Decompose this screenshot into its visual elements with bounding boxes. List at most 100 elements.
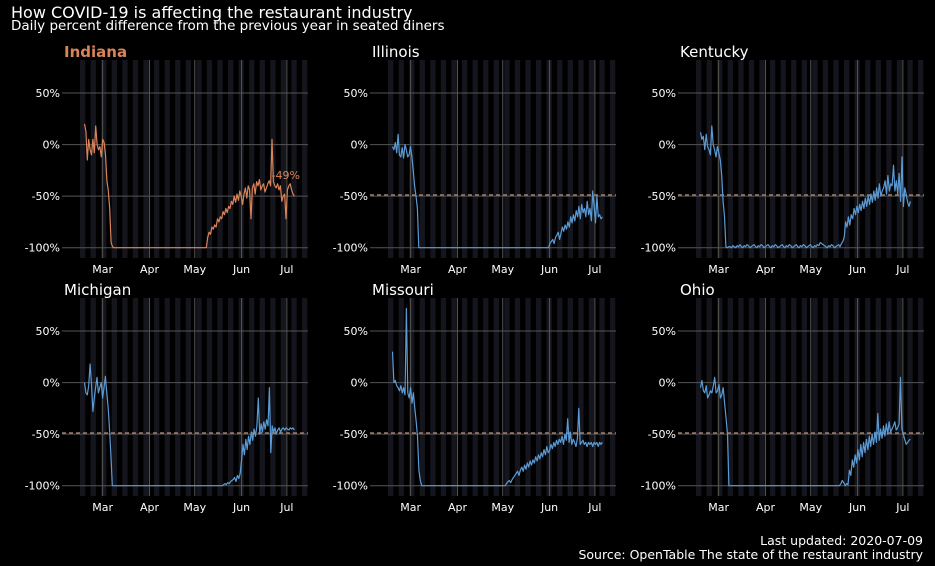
x-tick-label: Jun xyxy=(848,501,866,514)
weekend-band xyxy=(770,298,776,496)
weekend-band xyxy=(270,298,276,496)
weekend-band xyxy=(812,298,818,496)
series-line-indiana xyxy=(83,123,295,249)
x-tick-label: Mar xyxy=(400,501,421,514)
weekend-band xyxy=(206,298,213,496)
y-tick-label: -100% xyxy=(25,480,60,493)
weekend-band xyxy=(865,60,871,258)
weekend-band xyxy=(398,298,404,496)
x-tick-label: May xyxy=(491,501,514,514)
y-tick-label: -100% xyxy=(641,480,676,493)
x-tick-label: Jun xyxy=(540,263,558,276)
weekend-band xyxy=(291,60,297,258)
weekend-band xyxy=(791,60,797,258)
weekend-band xyxy=(557,298,563,496)
weekend-band xyxy=(440,60,447,258)
weekend-band xyxy=(588,298,595,496)
series-line-missouri xyxy=(391,307,603,487)
weekend-band xyxy=(217,298,223,496)
weekend-band xyxy=(780,298,786,496)
x-tick-label: Apr xyxy=(448,501,468,514)
weekend-band xyxy=(578,60,584,258)
y-tick-label: 0% xyxy=(43,139,60,152)
y-tick-label: 50% xyxy=(652,87,676,100)
weekend-band xyxy=(886,60,892,258)
weekend-band xyxy=(822,298,829,496)
y-tick-label: -100% xyxy=(641,242,676,255)
weekend-band xyxy=(907,60,913,258)
x-tick-label: Jul xyxy=(587,501,601,514)
y-tick-label: -50% xyxy=(648,190,676,203)
weekend-band xyxy=(918,60,924,258)
weekend-band xyxy=(259,298,265,496)
weekend-band xyxy=(154,298,160,496)
x-tick-label: Apr xyxy=(140,263,160,276)
weekend-band xyxy=(833,60,839,258)
weekend-band xyxy=(388,298,394,496)
x-tick-label: Mar xyxy=(92,501,113,514)
weekend-band xyxy=(780,60,786,258)
weekend-band xyxy=(770,60,776,258)
reference-label: -49% xyxy=(272,169,300,182)
weekend-band xyxy=(599,60,605,258)
weekend-band xyxy=(451,60,457,258)
x-tick-label: Jul xyxy=(279,501,293,514)
weekend-band xyxy=(567,60,573,258)
weekend-band xyxy=(206,60,213,258)
panel-ohio: 50% 0% -50% -100% Mar Apr May Jun Jul Ohio xyxy=(641,281,924,514)
weekend-band xyxy=(419,298,425,496)
weekend-band xyxy=(759,60,765,258)
y-tick-label: -50% xyxy=(32,190,60,203)
weekend-band xyxy=(462,298,468,496)
x-tick-label: May xyxy=(183,263,206,276)
weekend-band xyxy=(812,60,818,258)
weekend-band xyxy=(886,298,892,496)
weekend-band xyxy=(588,60,595,258)
y-tick-label: 50% xyxy=(36,87,60,100)
weekend-band xyxy=(430,60,436,258)
weekend-band xyxy=(493,60,499,258)
y-tick-label: -100% xyxy=(333,480,368,493)
weekend-band xyxy=(111,298,117,496)
weekend-band xyxy=(143,60,149,258)
x-tick-label: Jun xyxy=(848,263,866,276)
x-tick-label: May xyxy=(799,501,822,514)
weekend-band xyxy=(259,60,265,258)
panel-kentucky: 50% 0% -50% -100% Mar Apr May Jun Jul Kentucky xyxy=(641,43,924,276)
weekend-band xyxy=(822,60,829,258)
series-line-ohio xyxy=(699,376,911,487)
weekend-band xyxy=(525,298,531,496)
weekend-band xyxy=(472,60,478,258)
x-tick-label: Mar xyxy=(708,501,729,514)
weekend-band xyxy=(896,60,903,258)
weekend-band xyxy=(196,60,202,258)
weekend-band xyxy=(196,298,202,496)
weekend-band xyxy=(844,60,850,258)
weekend-band xyxy=(302,60,308,258)
y-tick-label: 50% xyxy=(344,87,368,100)
weekend-band xyxy=(738,60,744,258)
x-tick-label: Jul xyxy=(279,263,293,276)
y-tick-label: -50% xyxy=(340,190,368,203)
x-tick-label: Apr xyxy=(756,501,776,514)
weekend-band xyxy=(907,298,913,496)
weekend-band xyxy=(122,298,128,496)
series-line-illinois xyxy=(391,133,603,249)
weekend-band xyxy=(865,298,871,496)
weekend-band xyxy=(801,60,807,258)
panel-missouri: 50% 0% -50% -100% Mar Apr May Jun Jul Missouri xyxy=(333,281,616,514)
panel-michigan: 50% 0% -50% -100% Mar Apr May Jun Jul Michigan xyxy=(25,281,308,514)
weekend-band xyxy=(759,298,765,496)
y-tick-label: -100% xyxy=(25,242,60,255)
weekend-band xyxy=(536,298,542,496)
panel-indiana: 50% 0% -50% -100% Mar Apr May Jun Jul Indiana -49% xyxy=(25,43,308,276)
y-tick-label: 0% xyxy=(659,377,676,390)
weekend-band xyxy=(918,298,924,496)
x-tick-label: Apr xyxy=(448,263,468,276)
x-tick-label: May xyxy=(491,263,514,276)
x-tick-label: Jun xyxy=(540,501,558,514)
weekend-band xyxy=(440,298,447,496)
weekend-band xyxy=(398,60,404,258)
y-tick-label: -50% xyxy=(340,428,368,441)
